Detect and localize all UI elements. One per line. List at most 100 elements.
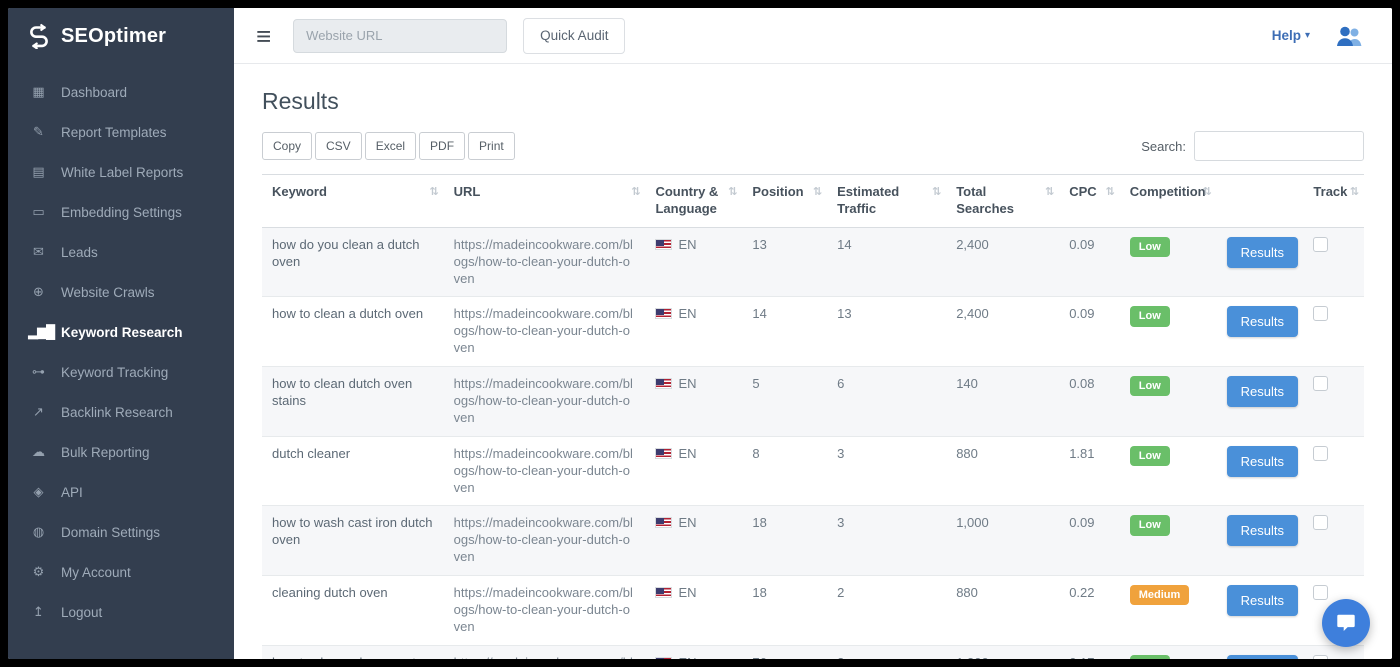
chat-widget-button[interactable] [1322, 599, 1370, 647]
search-input[interactable] [1194, 131, 1364, 161]
results-button[interactable]: Results [1227, 585, 1298, 616]
copy-button[interactable]: Copy [262, 132, 312, 160]
sidebar-item-my-account[interactable]: ⚙ My Account [8, 552, 234, 592]
sort-icon[interactable]: ⇅ [1106, 185, 1114, 199]
url-cell: https://madeincookware.com/blogs/how-to-… [444, 645, 646, 659]
keyword-cell: how do you clean a dutch oven [262, 227, 444, 297]
page-title: Results [262, 88, 1364, 115]
results-button[interactable]: Results [1227, 655, 1298, 659]
quick-audit-button[interactable]: Quick Audit [523, 18, 625, 54]
sort-icon[interactable]: ⇅ [631, 185, 639, 199]
track-cell [1303, 367, 1364, 437]
sidebar-item-embedding-settings[interactable]: ▭ Embedding Settings [8, 192, 234, 232]
sidebar-item-keyword-tracking[interactable]: ⊶ Keyword Tracking [8, 352, 234, 392]
country-cell: EN [645, 436, 742, 506]
sidebar-item-label: Keyword Tracking [61, 365, 168, 380]
sort-icon[interactable]: ⇅ [932, 185, 940, 199]
sidebar-item-white-label-reports[interactable]: ▤ White Label Reports [8, 152, 234, 192]
us-flag-icon [655, 239, 672, 250]
position-cell: 13 [742, 227, 827, 297]
sort-icon[interactable]: ⇅ [813, 185, 821, 199]
action-cell: Results [1217, 367, 1304, 437]
us-flag-icon [655, 308, 672, 319]
sort-icon[interactable]: ⇅ [429, 185, 437, 199]
sidebar-item-label: Logout [61, 605, 102, 620]
column-header-url[interactable]: URL⇅ [444, 175, 646, 228]
sidebar-item-label: Embedding Settings [61, 205, 182, 220]
sidebar-item-website-crawls[interactable]: ⊕ Website Crawls [8, 272, 234, 312]
sort-icon[interactable]: ⇅ [1202, 185, 1210, 199]
track-cell [1303, 506, 1364, 576]
results-button[interactable]: Results [1227, 237, 1298, 268]
sort-icon[interactable]: ⇅ [1350, 185, 1358, 199]
track-checkbox[interactable] [1313, 237, 1328, 252]
competition-badge: Medium [1130, 585, 1190, 605]
column-header-country-language[interactable]: Country & Language⇅ [645, 175, 742, 228]
country-cell: EN [645, 297, 742, 367]
sort-icon[interactable]: ⇅ [728, 185, 736, 199]
searches-cell: 140 [946, 367, 1059, 437]
us-flag-icon [655, 378, 672, 389]
cpc-cell: 0.17 [1059, 645, 1120, 659]
track-cell [1303, 645, 1364, 659]
cpc-cell: 0.22 [1059, 576, 1120, 646]
searches-cell: 880 [946, 576, 1059, 646]
csv-button[interactable]: CSV [315, 132, 362, 160]
sidebar-item-label: Backlink Research [61, 405, 173, 420]
excel-button[interactable]: Excel [365, 132, 416, 160]
bulk-reporting-icon: ☁ [28, 444, 48, 460]
track-checkbox[interactable] [1313, 655, 1328, 659]
track-checkbox[interactable] [1313, 306, 1328, 321]
sidebar-item-leads[interactable]: ✉ Leads [8, 232, 234, 272]
track-checkbox[interactable] [1313, 585, 1328, 600]
sidebar-item-logout[interactable]: ↥ Logout [8, 592, 234, 632]
keyword-research-icon: ▂▆█ [28, 324, 48, 340]
results-button[interactable]: Results [1227, 376, 1298, 407]
url-cell: https://madeincookware.com/blogs/how-to-… [444, 506, 646, 576]
column-header-keyword[interactable]: Keyword⇅ [262, 175, 444, 228]
user-avatar-icon[interactable] [1334, 25, 1366, 47]
sort-icon[interactable]: ⇅ [1045, 185, 1053, 199]
track-checkbox[interactable] [1313, 446, 1328, 461]
column-header-cpc[interactable]: CPC⇅ [1059, 175, 1120, 228]
column-header-competition[interactable]: Competition⇅ [1120, 175, 1217, 228]
results-table: Keyword⇅ URL⇅ Country & Language⇅ Positi… [262, 174, 1364, 659]
sidebar-item-bulk-reporting[interactable]: ☁ Bulk Reporting [8, 432, 234, 472]
sidebar-item-label: Domain Settings [61, 525, 160, 540]
us-flag-icon [655, 587, 672, 598]
sidebar-item-dashboard[interactable]: ▦ Dashboard [8, 72, 234, 112]
export-buttons: Copy CSV Excel PDF Print [262, 132, 515, 160]
pdf-button[interactable]: PDF [419, 132, 465, 160]
results-button[interactable]: Results [1227, 515, 1298, 546]
action-cell: Results [1217, 576, 1304, 646]
help-menu[interactable]: Help ▾ [1272, 28, 1310, 43]
table-row: how to clean a dutch oven https://madein… [262, 297, 1364, 367]
column-header-track[interactable]: Track⇅ [1303, 175, 1364, 228]
column-header-estimated-traffic[interactable]: Estimated Traffic⇅ [827, 175, 946, 228]
sidebar-item-api[interactable]: ◈ API [8, 472, 234, 512]
print-button[interactable]: Print [468, 132, 515, 160]
sidebar-item-report-templates[interactable]: ✎ Report Templates [8, 112, 234, 152]
sidebar-item-domain-settings[interactable]: ◍ Domain Settings [8, 512, 234, 552]
column-header-total-searches[interactable]: Total Searches⇅ [946, 175, 1059, 228]
app-window: SEOptimer ▦ Dashboard ✎ Report Templates… [8, 8, 1392, 659]
track-checkbox[interactable] [1313, 515, 1328, 530]
column-header-position[interactable]: Position⇅ [742, 175, 827, 228]
sidebar-item-keyword-research[interactable]: ▂▆█ Keyword Research [8, 312, 234, 352]
action-cell: Results [1217, 645, 1304, 659]
competition-cell: Medium [1120, 576, 1217, 646]
sidebar-item-backlink-research[interactable]: ↗ Backlink Research [8, 392, 234, 432]
website-url-input[interactable] [293, 19, 507, 53]
track-checkbox[interactable] [1313, 376, 1328, 391]
brand-logo[interactable]: SEOptimer [8, 8, 234, 64]
track-cell [1303, 227, 1364, 297]
keyword-cell: cleaning dutch oven [262, 576, 444, 646]
results-button[interactable]: Results [1227, 446, 1298, 477]
track-cell [1303, 297, 1364, 367]
hamburger-menu-icon[interactable]: ≡ [250, 23, 277, 49]
brand-name: SEOptimer [61, 25, 166, 48]
results-button[interactable]: Results [1227, 306, 1298, 337]
position-cell: 8 [742, 436, 827, 506]
sidebar-item-label: White Label Reports [61, 165, 183, 180]
url-cell: https://madeincookware.com/blogs/how-to-… [444, 367, 646, 437]
